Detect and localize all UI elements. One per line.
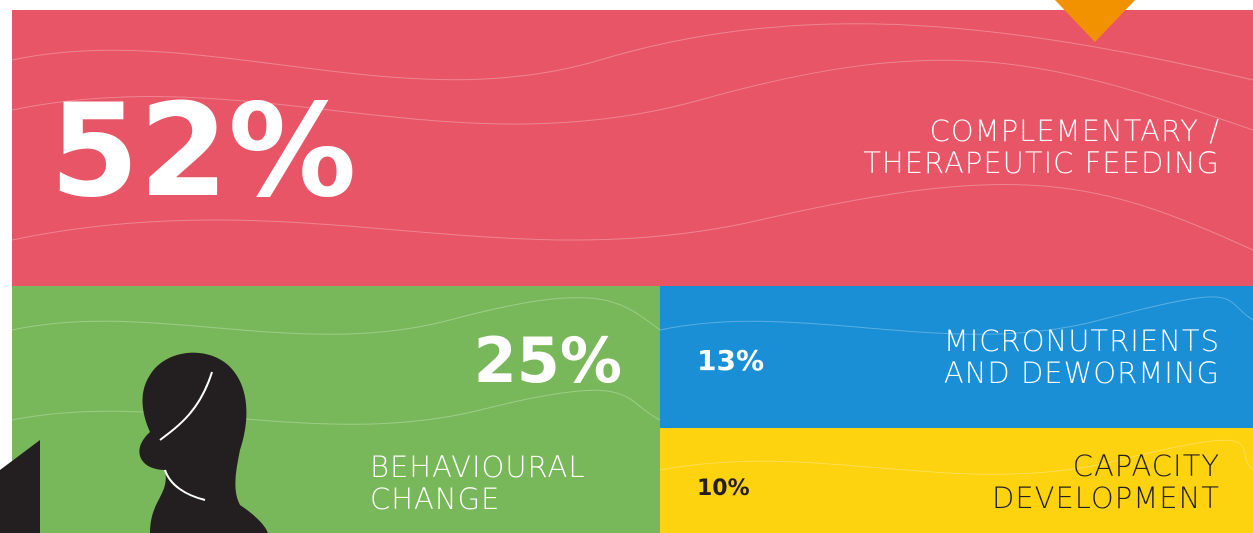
percent-label: 13% [697, 344, 764, 377]
block [660, 428, 1253, 533]
category-label: COMPLEMENTARY / THERAPEUTIC FEEDING [863, 114, 1220, 180]
woman-silhouette [0, 352, 268, 533]
category-label: CAPACITY DEVELOPMENT [992, 449, 1220, 515]
percent-label: 52% [50, 77, 356, 226]
percent-label: 10% [697, 476, 750, 501]
block [660, 286, 1253, 428]
block [12, 10, 1253, 286]
category-label: BEHAVIOURAL CHANGE [370, 450, 586, 516]
category-label: MICRONUTRIENTS AND DEWORMING [944, 324, 1220, 390]
marker-triangle [1055, 0, 1135, 42]
percent-label: 25% [474, 324, 622, 397]
block [12, 286, 660, 533]
pattern [11, 23, 1253, 475]
